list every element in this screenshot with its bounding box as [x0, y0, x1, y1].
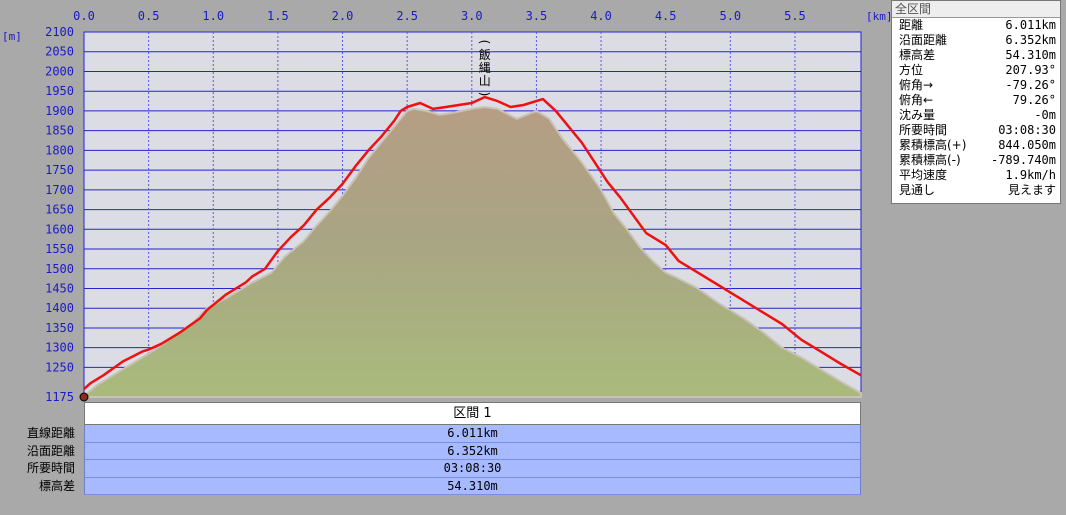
route-elevation-line [83, 95, 862, 391]
y-tick-label: 1800 [45, 143, 74, 157]
x-tick-label: 3.5 [526, 9, 548, 23]
summary-row: 累積標高(-) -789.740m [892, 153, 1060, 168]
summary-row: 方位 207.93° [892, 63, 1060, 78]
x-tick-label: 1.5 [267, 9, 289, 23]
summary-panel-title: 全区間 [892, 1, 1060, 18]
peak-label-char: 飯 [479, 47, 491, 62]
peak-label-char: 縄 [479, 60, 491, 75]
summary-value: 844.050m [998, 138, 1056, 152]
stat-label: 所要時間 [26, 461, 75, 475]
x-axis-ticks: 0.0 0.5 1.0 1.5 2.0 2.5 3.0 3.5 4.0 4.5 5.0 5.5 [73, 9, 806, 23]
summary-label: 距離 [899, 18, 924, 32]
x-tick-label: 4.0 [590, 9, 612, 23]
x-unit-label: [km] [866, 10, 890, 23]
summary-label: 方位 [899, 63, 924, 77]
summary-label: 平均速度 [899, 168, 948, 182]
stat-value: 54.310m [84, 477, 861, 495]
x-tick-label: 1.0 [202, 9, 224, 23]
stat-label: 標高差 [38, 478, 75, 493]
summary-value: 79.26° [1012, 93, 1056, 107]
x-tick-label: 4.5 [655, 9, 677, 23]
stat-row: 直線距離 6.011km [0, 425, 862, 443]
y-tick-label: 1300 [45, 341, 74, 355]
y-tick-label: 1950 [45, 84, 74, 98]
stat-value: 03:08:30 [84, 460, 861, 478]
section-header: 区間 1 [84, 402, 861, 425]
y-tick-label: 2000 [45, 64, 74, 78]
terrain-area [83, 105, 862, 398]
summary-row: 累積標高(+) 844.050m [892, 138, 1060, 153]
y-tick-label: 2050 [45, 45, 74, 59]
x-tick-label: 0.0 [73, 9, 95, 23]
summary-panel: 全区間 距離 6.011km 沿面距離 6.352km 標高差 54.310m 方位 2… [891, 0, 1061, 204]
elevation-profile-chart: 0.0 0.5 1.0 1.5 2.0 2.5 3.0 3.5 4.0 4.5 5.0 5.5 210… [2, 9, 890, 404]
summary-row: 標高差 54.310m [892, 48, 1060, 63]
summary-value: -79.26° [1005, 78, 1056, 92]
y-tick-label: 1250 [45, 360, 74, 374]
start-marker [79, 392, 89, 402]
summary-row: 所要時間 03:08:30 [892, 123, 1060, 138]
stat-row: 沿面距離 6.352km [0, 442, 862, 460]
stat-value: 6.011km [84, 425, 861, 443]
x-tick-label: 5.5 [784, 9, 806, 23]
summary-value: 1.9km/h [1005, 168, 1056, 182]
x-tick-label: 0.5 [138, 9, 160, 23]
y-tick-label: 1900 [45, 104, 74, 118]
peak-label-char: 山 [479, 74, 491, 88]
x-tick-label: 2.0 [332, 9, 354, 23]
peak-label-char: ) [478, 92, 492, 97]
stat-label: 直線距離 [26, 426, 75, 440]
summary-row: 沈み量 -0m [892, 108, 1060, 123]
y-tick-label: 1400 [45, 301, 74, 315]
summary-row: 見通し 見えます [892, 183, 1060, 198]
summary-row: 俯角→ -79.26° [892, 78, 1060, 93]
y-unit-label: [m] [2, 30, 22, 43]
x-tick-label: 2.5 [396, 9, 418, 23]
y-tick-label: 1650 [45, 203, 74, 217]
summary-value: 見えます [1007, 183, 1056, 197]
stat-row: 標高差 54.310m [0, 477, 862, 495]
summary-label: 累積標高(+) [899, 138, 967, 152]
summary-row: 沿面距離 6.352km [892, 33, 1060, 48]
summary-value: 207.93° [1005, 63, 1056, 77]
summary-value: 6.011km [1005, 18, 1056, 32]
y-tick-label: 1550 [45, 242, 74, 256]
summary-label: 沈み量 [899, 108, 936, 122]
stat-label: 沿面距離 [26, 443, 75, 458]
y-tick-label: 1700 [45, 183, 74, 197]
y-tick-label: 1350 [45, 321, 74, 335]
summary-row: 平均速度 1.9km/h [892, 168, 1060, 183]
summary-value: 6.352km [1005, 33, 1056, 47]
y-tick-label: 2100 [45, 25, 74, 39]
summary-value: 54.310m [1005, 48, 1056, 62]
y-tick-label: 1175 [45, 390, 74, 404]
x-tick-label: 3.0 [461, 9, 483, 23]
summary-value: -789.740m [990, 153, 1056, 167]
y-tick-label: 1450 [45, 281, 74, 295]
summary-row: 俯角← 79.26° [892, 93, 1060, 108]
y-axis-ticks: 2100 2050 2000 1950 1900 1850 1800 1750 1700 1650… [45, 25, 74, 404]
y-tick-label: 1500 [45, 262, 74, 276]
stat-value: 6.352km [84, 442, 861, 460]
summary-label: 所要時間 [899, 123, 948, 137]
summary-label: 俯角← [899, 93, 934, 107]
peak-annotations: ( 飯縄山) [478, 40, 492, 97]
stat-row: 所要時間 03:08:30 [0, 460, 862, 478]
summary-label: 俯角→ [899, 78, 934, 92]
peak-label-char: ( [478, 40, 492, 45]
summary-value: 03:08:30 [998, 123, 1056, 137]
summary-label: 沿面距離 [899, 33, 948, 47]
x-tick-label: 5.0 [719, 9, 741, 23]
y-tick-label: 1600 [45, 222, 74, 236]
summary-value: -0m [1034, 108, 1056, 122]
section-stats: 直線距離 6.011km 沿面距離 6.352km 所要時間 03:08:30 … [0, 425, 862, 495]
y-tick-label: 1850 [45, 124, 74, 138]
summary-row: 距離 6.011km [892, 18, 1060, 33]
summary-label: 標高差 [899, 48, 936, 62]
summary-label: 累積標高(-) [899, 153, 961, 167]
y-tick-label: 1750 [45, 163, 74, 177]
summary-label: 見通し [899, 183, 936, 197]
